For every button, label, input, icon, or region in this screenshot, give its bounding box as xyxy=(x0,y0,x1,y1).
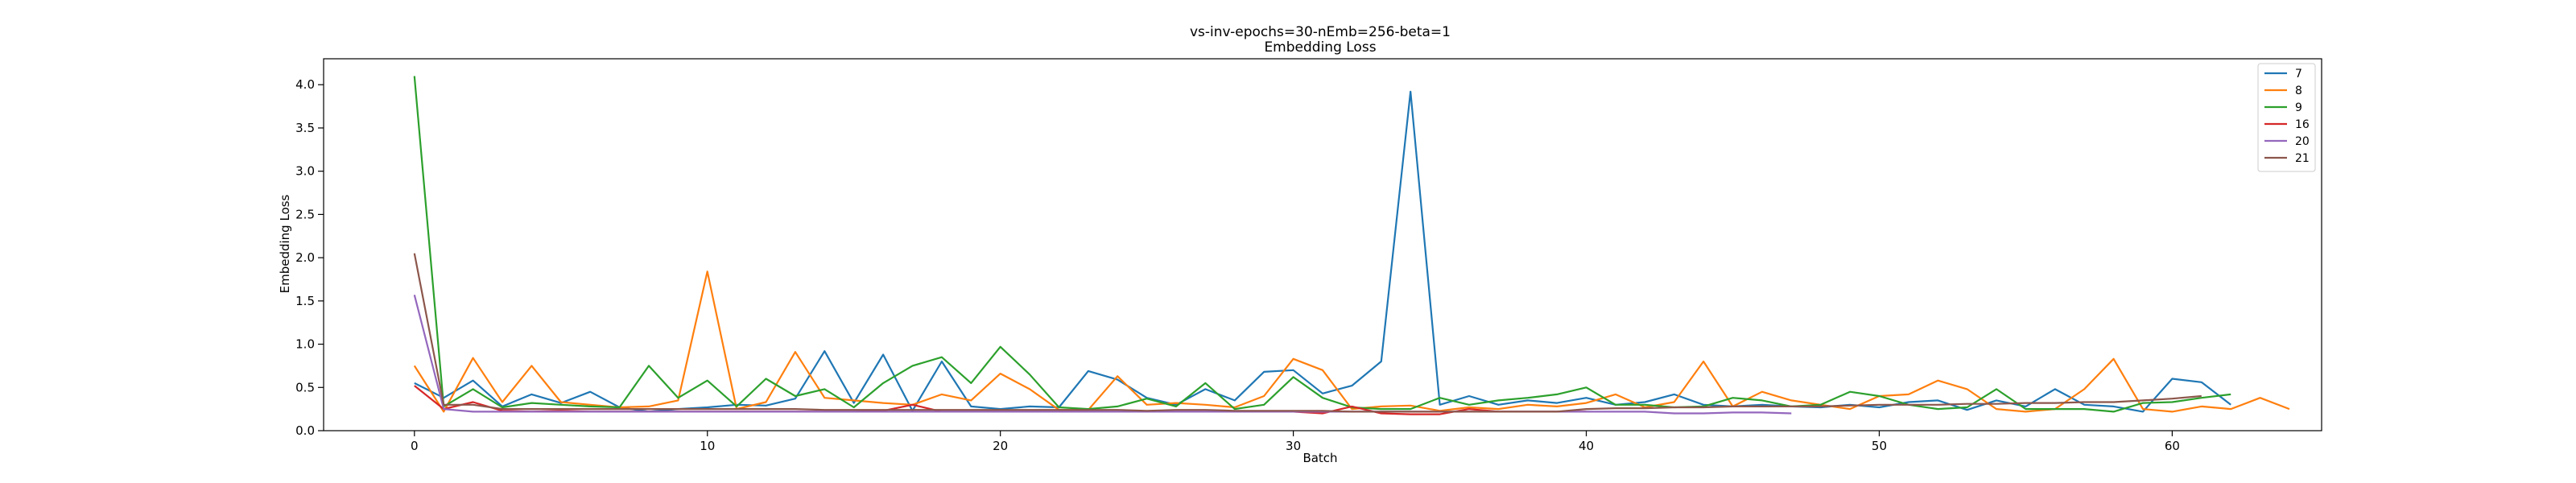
y-tick-label: 2.5 xyxy=(295,207,315,221)
series-line-9 xyxy=(413,76,2231,413)
legend-label-16: 16 xyxy=(2295,118,2310,131)
x-tick-label: 50 xyxy=(1872,439,1887,453)
y-tick-label: 3.0 xyxy=(295,164,315,179)
series-line-21 xyxy=(413,253,2202,413)
legend-label-7: 7 xyxy=(2295,68,2302,80)
x-tick-label: 0 xyxy=(411,439,419,453)
chart-subtitle: Embedding Loss xyxy=(1264,39,1376,56)
plot-area: 0 10 20 30 40 50 60 0.0 0.5 1.0 1.5 2.0 2.5 3.0 3.5 4.… xyxy=(295,58,2322,453)
y-tick-label: 1.0 xyxy=(295,337,315,352)
legend: 7 8 9 16 20 21 xyxy=(2257,63,2316,172)
chart-title: vs-inv-epochs=30-nEmb=256-beta=1 xyxy=(1190,24,1451,40)
y-tick-label: 2.0 xyxy=(295,250,315,265)
y-tick-label: 0.0 xyxy=(295,423,315,438)
y-tick-label: 1.5 xyxy=(295,294,315,308)
y-tick-label: 3.5 xyxy=(295,121,315,135)
x-tick-label: 60 xyxy=(2165,439,2180,453)
plot-frame xyxy=(323,58,2322,431)
series-lines xyxy=(413,76,2290,415)
x-tick-label: 30 xyxy=(1286,439,1301,453)
x-tick-label: 10 xyxy=(700,439,715,453)
y-tick-label: 4.0 xyxy=(295,77,315,92)
series-line-8 xyxy=(413,270,2290,413)
x-axis-label: Batch xyxy=(1302,451,1337,465)
x-tick-label: 40 xyxy=(1579,439,1594,453)
legend-label-9: 9 xyxy=(2295,101,2302,114)
legend-label-8: 8 xyxy=(2295,85,2302,97)
y-tick-label: 0.5 xyxy=(295,380,315,394)
x-axis-ticks: 0 10 20 30 40 50 60 xyxy=(411,431,2180,453)
y-axis-label: Embedding Loss xyxy=(278,194,292,293)
legend-label-20: 20 xyxy=(2295,135,2310,148)
y-axis-ticks: 0.0 0.5 1.0 1.5 2.0 2.5 3.0 3.5 4.0 xyxy=(295,77,324,438)
legend-label-21: 21 xyxy=(2295,152,2310,165)
x-tick-label: 20 xyxy=(993,439,1008,453)
series-line-7 xyxy=(414,90,2231,413)
